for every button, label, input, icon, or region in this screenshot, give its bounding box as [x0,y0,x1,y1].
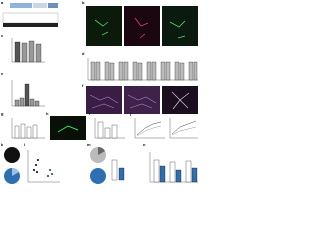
bar-chart-g [11,118,45,139]
micrographs-f [86,86,198,114]
bar-chart-n [149,152,198,183]
panel-label: k [1,142,4,147]
panel-label: b [82,0,85,5]
panel-label: c [1,33,4,38]
panel-label: d [82,51,85,56]
panel-label: l [24,142,25,147]
bar-chart-c [11,38,45,63]
line-charts-j [134,118,198,139]
schematic [2,3,59,27]
panel-label: e [1,71,4,76]
panel-label: i [89,111,90,116]
panel-label: n [143,142,146,147]
bar-charts-d [87,58,198,81]
panel-label: f [82,83,84,88]
bar-chart-i [94,118,125,139]
pies-k [4,147,20,184]
panel-label: a [1,0,4,5]
dot-plot-l [27,150,60,183]
panel-label: g [1,111,4,116]
pies-m [90,146,125,184]
micrographs-b [86,6,198,46]
micrograph-h [50,116,86,140]
figure: a b c d e f g h i j k l m n [1,0,198,184]
bar-chart-e [11,80,45,107]
panel-label: j [129,111,131,116]
panel-label: m [87,142,91,147]
panel-label: h [46,111,49,116]
